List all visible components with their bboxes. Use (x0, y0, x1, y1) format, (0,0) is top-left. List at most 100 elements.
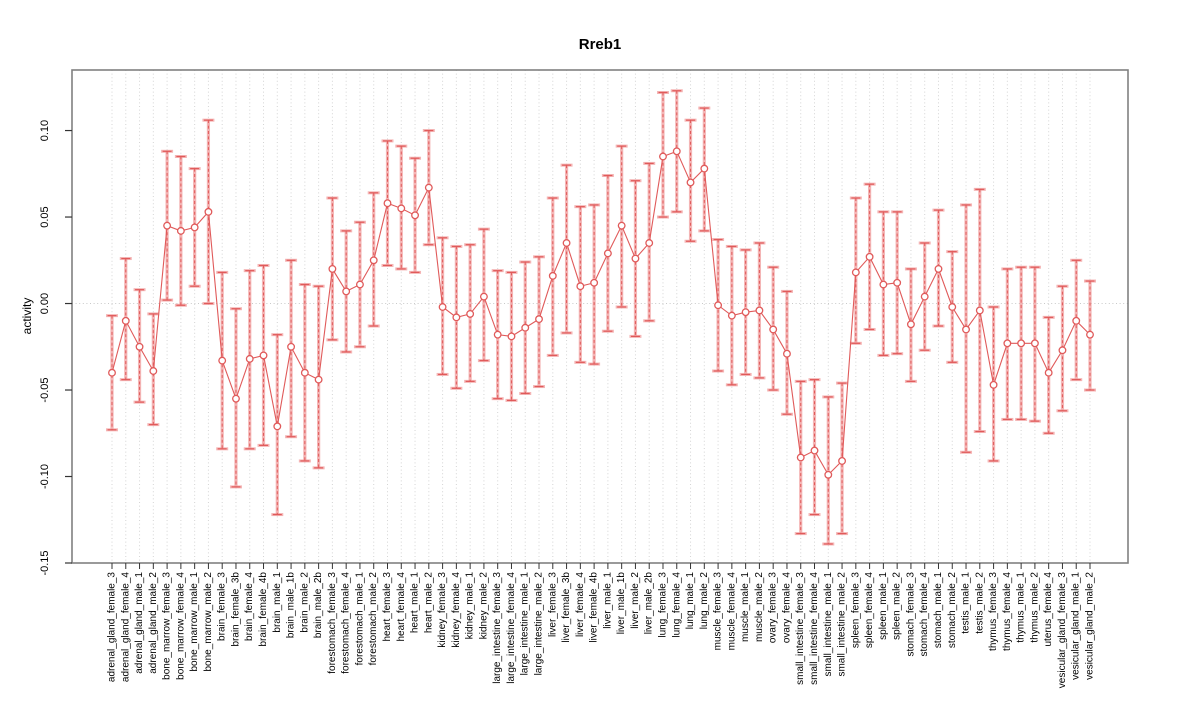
data-point (824, 470, 833, 479)
data-point (355, 280, 364, 289)
data-point (920, 292, 929, 301)
plot-gridlines (72, 70, 1128, 563)
data-point (383, 199, 392, 208)
x-tick-label: vesicular_gland_male_2 (1085, 572, 1096, 680)
x-tick-label: bone_marrow_female_3 (162, 572, 173, 680)
data-point (562, 239, 571, 247)
x-tick-label: heart_female_3 (382, 572, 393, 642)
x-tick-label: ovary_female_4 (781, 572, 792, 644)
x-tick-label: liver_female_4 (575, 572, 586, 637)
data-point (493, 330, 502, 339)
x-tick-label: brain_female_4 (244, 572, 255, 641)
data-point (232, 394, 240, 403)
x-tick-label: heart_female_4 (396, 572, 407, 642)
data-point (962, 325, 970, 334)
x-tick-label: muscle_male_1 (740, 572, 751, 642)
data-point (108, 368, 116, 377)
data-point (438, 303, 447, 311)
y-tick-label: -0.15 (39, 550, 51, 575)
data-point (906, 320, 915, 329)
error-bar (822, 395, 835, 546)
x-tick-label: bone_marrow_male_1 (189, 572, 200, 672)
x-tick-label: brain_male_1b (286, 572, 297, 639)
data-point (838, 456, 847, 465)
data-point (893, 278, 902, 287)
x-tick-label: muscle_female_3 (713, 572, 724, 651)
x-tick-label: brain_male_2b (313, 572, 324, 639)
data-points (108, 147, 1094, 479)
x-tick-label: spleen_female_3 (850, 572, 861, 649)
data-point (1017, 339, 1026, 348)
x-tick-label: small_intestine_female_3 (795, 572, 806, 685)
data-point (121, 316, 130, 325)
data-point (590, 278, 599, 287)
x-tick-label: thymus_male_2 (1029, 572, 1040, 643)
x-tick-label: bone_marrow_female_4 (175, 572, 186, 680)
x-tick-label: thymus_female_4 (1002, 572, 1013, 651)
x-tick-label: small_intestine_male_1 (823, 572, 834, 677)
x-tick-label: thymus_female_3 (988, 572, 999, 651)
series-line (111, 150, 1091, 476)
data-point (397, 204, 406, 213)
y-axis-title: activity (20, 297, 34, 335)
x-tick-label: adrenal_gland_male_1 (134, 572, 145, 674)
x-tick-label: kidney_male_1 (465, 572, 476, 640)
x-tick-label: testis_male_1 (961, 572, 972, 634)
data-point (149, 367, 158, 375)
x-tick-label: vesicular_gland_female_3 (1057, 572, 1068, 689)
data-point (287, 342, 296, 351)
data-point (369, 256, 378, 265)
x-tick-label: kidney_female_3 (437, 572, 448, 648)
x-tick-label: kidney_male_2 (478, 572, 489, 640)
x-tick-label: brain_male_2 (299, 572, 310, 633)
x-tick-label: large_intestine_male_2 (534, 572, 545, 676)
x-tick-label: spleen_male_1 (878, 572, 889, 640)
y-tick-label: 0.00 (39, 293, 51, 314)
data-point (190, 223, 199, 232)
data-point (700, 164, 709, 173)
data-point (1058, 346, 1067, 355)
data-point (411, 211, 419, 220)
x-tick-label: liver_female_4b (589, 572, 600, 643)
data-point (328, 264, 337, 273)
error-bar (560, 163, 573, 335)
x-tick-label: adrenal_gland_female_4 (120, 572, 131, 683)
data-point (686, 178, 695, 187)
x-tick-label: forestomach_male_1 (354, 572, 365, 666)
plot-frame (71, 69, 1129, 564)
x-tick-label: liver_female_3b (561, 572, 572, 643)
x-tick-label: ovary_female_3 (768, 572, 779, 644)
data-point (135, 342, 144, 351)
data-point (576, 282, 585, 291)
x-tick-label: thymus_male_1 (1016, 572, 1027, 643)
x-tick-label: lung_female_3 (657, 572, 668, 638)
x-tick-label: adrenal_gland_female_3 (107, 572, 118, 683)
x-tick-label: large_intestine_male_1 (520, 572, 531, 676)
x-tick-label: forestomach_female_4 (341, 572, 352, 674)
x-axis: adrenal_gland_female_3 adrenal_gland_fema… (107, 563, 1096, 688)
x-tick-label: liver_female_3 (547, 572, 558, 637)
x-tick-label: brain_female_3 (217, 572, 228, 641)
x-tick-label: heart_male_2 (423, 572, 434, 634)
data-point (466, 309, 475, 318)
data-point (452, 313, 461, 322)
data-point (796, 453, 805, 462)
x-tick-label: lung_female_4 (671, 572, 682, 638)
data-point (1003, 339, 1012, 348)
x-tick-label: stomach_female_4 (919, 572, 930, 657)
data-point (769, 325, 778, 334)
x-tick-label: lung_male_1 (685, 572, 696, 630)
data-point (1072, 316, 1081, 325)
data-point (314, 375, 323, 384)
data-point (659, 152, 667, 161)
data-point (424, 183, 433, 192)
x-tick-label: small_intestine_female_4 (809, 572, 820, 685)
data-point (521, 323, 530, 332)
data-point (810, 446, 819, 455)
x-tick-label: large_intestine_female_3 (492, 572, 503, 684)
data-point (342, 287, 351, 296)
data-point (507, 332, 516, 341)
x-tick-label: testis_male_2 (974, 572, 985, 634)
x-tick-label: spleen_male_2 (892, 572, 903, 640)
